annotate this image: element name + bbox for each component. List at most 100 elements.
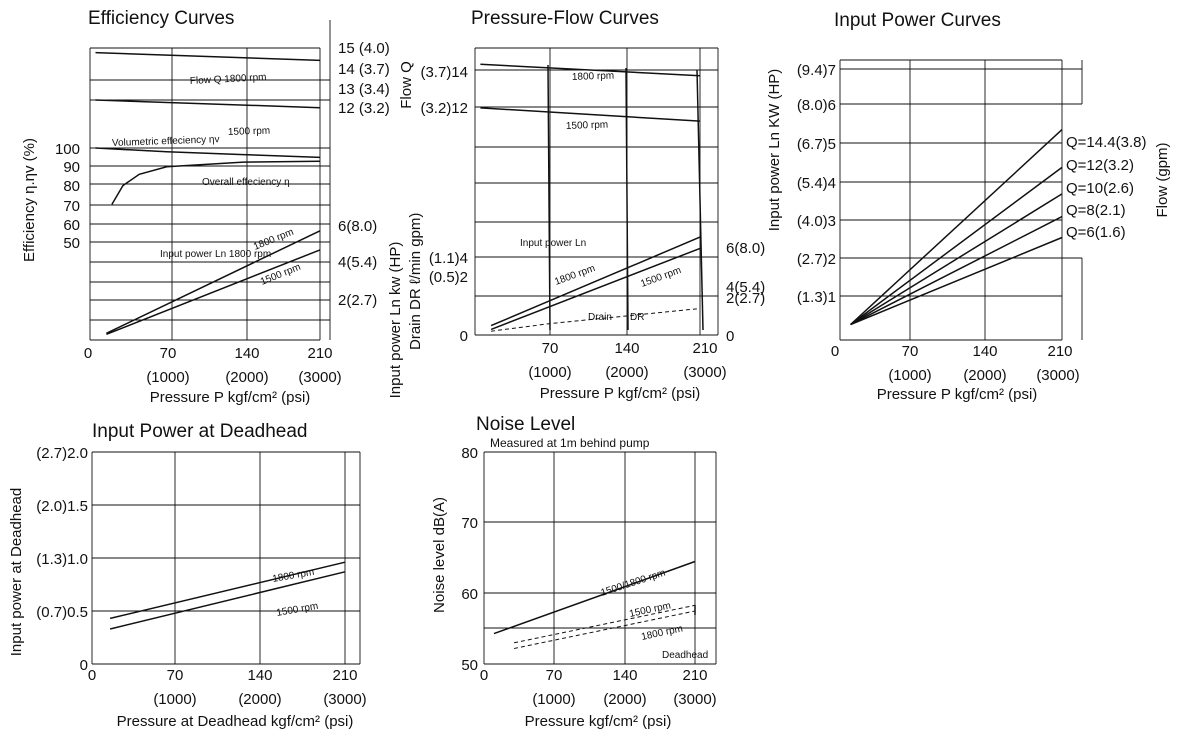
eff-tick-50: 50 [63,235,80,252]
dh-x-tick-0: 0 [88,667,96,684]
efficiency-left-axis-title: Efficiency η.ηv (%) [21,138,38,262]
pf-drain-tick-4: (1.1)4 [429,250,468,267]
eff-x-tick-70: 70 [160,345,177,362]
eff-label-flow-1500: 1500 rpm [228,126,271,138]
nl-x-tick-210: 210 [682,667,707,684]
noise-level-subtitle: Measured at 1m behind pump [490,436,650,450]
dh-tick-1: (1.3)1.0 [36,551,88,568]
ip-tick-7: (9.4)7 [797,62,836,79]
eff-label-input-power: Input power Ln 1800 rpm [160,249,271,260]
pf-power-tick-6: 6(8.0) [726,240,765,257]
pf-power-tick-4: 4(5.4) [726,279,765,296]
noise-level-chart: Noise Level Measured at 1m behind pump 8… [431,414,717,730]
deadhead-grid [91,451,361,665]
eff-tick-80: 80 [63,178,80,195]
eff-series-1 [95,99,321,109]
deadhead-chart: Input Power at Deadhead (2.7)2.0 (2.0)1.… [8,421,367,730]
ip-series-4 [850,236,1063,326]
noise-y-axis-title: Noise level dB(A) [431,497,448,613]
efficiency-chart: Efficiency Curves 100 90 80 [21,8,390,406]
nl-label-deadhead: Deadhead [662,650,708,661]
eff-x-sub-3000: (3000) [298,369,341,386]
nl-x-sub-3000: (3000) [673,691,716,708]
eff-series-4 [106,230,321,334]
ip-x-tick-70: 70 [902,343,919,360]
eff-x-sub-2000: (2000) [225,369,268,386]
input-power-right-label: Flow (gpm) [1154,142,1171,217]
eff-flow-tick-14: 14 (3.7) [338,61,390,78]
efficiency-x-axis-title: Pressure P kgf/cm² (psi) [150,389,311,406]
efficiency-right-flow-ticks: 15 (4.0) 14 (3.7) 13 (3.4) 12 (3.2) [338,40,390,117]
pf-relief-70 [547,64,551,331]
eff-series-3 [111,160,321,205]
noise-grid [483,451,717,665]
ip-tick-3: (4.0)3 [797,213,836,230]
ip-label-q14: Q=14.4(3.8) [1066,134,1146,151]
deadhead-y-ticks: (2.7)2.0 (2.0)1.5 (1.3)1.0 (0.7)0.5 0 [36,445,88,674]
input-power-y-ticks: (9.4)7 (8.0)6 (6.7)5 (5.4)4 (4.0)3 (2.7)… [797,62,836,306]
pf-x-sub-1000: (1000) [528,364,571,381]
nl-tick-50: 50 [461,657,478,674]
deadhead-y-axis-title: Input power at Deadhead [8,488,25,656]
ip-series-2 [850,193,1063,326]
deadhead-curves [109,561,346,630]
pf-left-drain-axis-title: Drain DR ℓ/min gpm) [407,213,424,350]
efficiency-right-power-ticks: 6(8.0) 4(5.4) 2(2.7) [338,218,377,309]
pf-drain-tick-0: 0 [460,328,468,345]
pressure-flow-chart: Pressure-Flow Curves (3.7)14 (3.2)12 Flo… [387,8,765,402]
input-power-series-labels: Q=14.4(3.8) Q=12(3.2) Q=10(2.6) Q=8(2.1)… [1066,134,1146,241]
ip-x-sub-2000: (2000) [963,367,1006,384]
pf-power-tick-0: 0 [726,328,734,345]
input-power-x-axis-title: Pressure P kgf/cm² (psi) [877,386,1038,403]
eff-x-sub-1000: (1000) [146,369,189,386]
efficiency-left-ticks: 100 90 80 70 60 50 [55,141,80,252]
ip-tick-5: (6.7)5 [797,136,836,153]
pf-drain-tick-2: (0.5)2 [429,269,468,286]
ip-label-q6: Q=6(1.6) [1066,224,1126,241]
nl-x-sub-2000: (2000) [603,691,646,708]
eff-flow-tick-12: 12 (3.2) [338,100,390,117]
pf-label-1800: 1800 rpm [572,71,615,83]
noise-x-axis-title: Pressure kgf/cm² (psi) [525,713,672,730]
dh-x-tick-70: 70 [167,667,184,684]
deadhead-title: Input Power at Deadhead [92,421,308,442]
dh-label-1500: 1500 rpm [276,601,320,619]
dh-tick-0-5: (0.7)0.5 [36,604,88,621]
nl-label-combined: 1500/1800 rpm [600,568,667,599]
pf-x-tick-210: 210 [692,340,717,357]
dh-x-sub-2000: (2000) [238,691,281,708]
pf-power-tick-2-visible: 2(2.7) [726,290,765,307]
ip-series-0 [850,129,1063,326]
noise-curves [493,560,696,649]
noise-y-ticks: 80 70 60 50 [461,445,478,674]
eff-series-0 [95,51,321,62]
pf-left-drain-ticks: (1.1)4 (0.5)2 0 [429,250,468,345]
eff-power-tick-6: 6(8.0) [338,218,377,235]
ip-label-q8: Q=8(2.1) [1066,202,1126,219]
pf-relief-210 [696,69,704,331]
pf-label-dr: DR [630,312,644,323]
eff-label-power-1800: 1800 rpm [252,227,295,253]
pf-x-sub-3000: (3000) [683,364,726,381]
nl-x-sub-1000: (1000) [532,691,575,708]
efficiency-curves [95,51,321,335]
nl-x-tick-0: 0 [480,667,488,684]
pf-relief-lines [547,64,704,331]
deadhead-x-axis-title: Pressure at Deadhead kgf/cm² (psi) [117,713,354,730]
nl-tick-70: 70 [461,515,478,532]
pf-flow-tick-12: (3.2)12 [420,100,468,117]
nl-tick-60: 60 [461,586,478,603]
ip-tick-2: (2.7)2 [797,251,836,268]
ip-x-tick-140: 140 [972,343,997,360]
dh-series-1 [109,571,346,630]
pf-x-sub-2000: (2000) [605,364,648,381]
dh-x-tick-210: 210 [332,667,357,684]
pressure-flow-curves [480,63,701,332]
dh-tick-0: 0 [80,657,88,674]
ip-x-sub-3000: (3000) [1036,367,1079,384]
eff-flow-tick-13: 13 (3.4) [338,81,390,98]
ip-x-sub-1000: (1000) [888,367,931,384]
eff-tick-100: 100 [55,141,80,158]
efficiency-chart-title: Efficiency Curves [88,8,234,29]
